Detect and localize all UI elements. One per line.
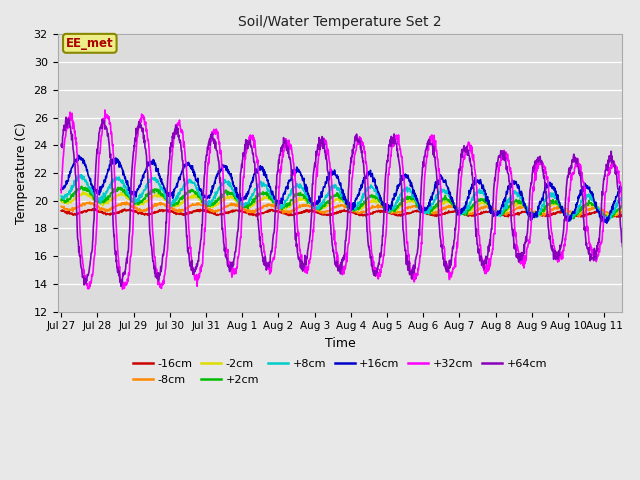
+32cm bbox=[124, 276, 132, 282]
+32cm bbox=[100, 119, 108, 124]
+16cm bbox=[307, 198, 315, 204]
-16cm bbox=[101, 211, 109, 216]
+32cm bbox=[318, 136, 326, 142]
-8cm bbox=[122, 199, 130, 205]
+32cm bbox=[101, 107, 109, 113]
-16cm bbox=[619, 211, 627, 217]
-16cm bbox=[89, 206, 97, 212]
+16cm bbox=[58, 187, 65, 192]
+32cm bbox=[378, 262, 385, 268]
+64cm bbox=[101, 126, 109, 132]
Line: +64cm: +64cm bbox=[61, 117, 623, 287]
+8cm bbox=[124, 190, 132, 196]
+64cm bbox=[308, 210, 316, 216]
-2cm bbox=[58, 197, 65, 203]
-8cm bbox=[619, 207, 627, 213]
+8cm bbox=[77, 172, 85, 178]
-2cm bbox=[307, 201, 315, 207]
+32cm bbox=[296, 247, 304, 252]
+32cm bbox=[308, 245, 316, 251]
Y-axis label: Temperature (C): Temperature (C) bbox=[15, 122, 28, 224]
+2cm bbox=[605, 217, 613, 223]
+16cm bbox=[75, 153, 83, 158]
+16cm bbox=[296, 169, 303, 175]
+32cm bbox=[119, 287, 127, 292]
+8cm bbox=[58, 193, 65, 199]
-16cm bbox=[377, 207, 385, 213]
+2cm bbox=[78, 183, 86, 189]
Line: -2cm: -2cm bbox=[61, 192, 623, 216]
+8cm bbox=[307, 202, 315, 208]
-2cm bbox=[296, 197, 303, 203]
+8cm bbox=[603, 218, 611, 224]
Title: Soil/Water Temperature Set 2: Soil/Water Temperature Set 2 bbox=[238, 15, 442, 29]
-2cm bbox=[79, 189, 86, 195]
-2cm bbox=[532, 214, 540, 219]
+2cm bbox=[296, 192, 303, 198]
-16cm bbox=[124, 207, 132, 213]
+64cm bbox=[378, 249, 385, 254]
-8cm bbox=[296, 202, 303, 208]
+2cm bbox=[101, 198, 109, 204]
+8cm bbox=[619, 192, 627, 198]
+8cm bbox=[377, 199, 385, 205]
-8cm bbox=[100, 208, 108, 214]
Line: -8cm: -8cm bbox=[61, 202, 623, 216]
-2cm bbox=[124, 193, 132, 199]
+2cm bbox=[317, 206, 325, 212]
-8cm bbox=[317, 210, 325, 216]
+64cm bbox=[58, 143, 65, 149]
-2cm bbox=[317, 205, 325, 211]
-2cm bbox=[619, 206, 627, 212]
-16cm bbox=[307, 208, 315, 214]
-16cm bbox=[296, 210, 303, 216]
-8cm bbox=[307, 204, 315, 209]
+2cm bbox=[124, 193, 132, 199]
+8cm bbox=[296, 182, 303, 188]
+2cm bbox=[377, 201, 385, 207]
+16cm bbox=[124, 181, 132, 187]
+64cm bbox=[117, 284, 125, 289]
+16cm bbox=[603, 220, 611, 226]
-16cm bbox=[617, 214, 625, 220]
Line: +16cm: +16cm bbox=[61, 156, 623, 223]
+16cm bbox=[101, 178, 109, 184]
+2cm bbox=[307, 200, 315, 206]
+64cm bbox=[619, 244, 627, 250]
+16cm bbox=[377, 195, 385, 201]
-8cm bbox=[377, 204, 385, 209]
+64cm bbox=[124, 249, 132, 255]
+16cm bbox=[317, 189, 325, 194]
+2cm bbox=[619, 203, 627, 208]
-16cm bbox=[317, 212, 325, 217]
X-axis label: Time: Time bbox=[324, 337, 355, 350]
Line: -16cm: -16cm bbox=[61, 209, 623, 217]
+32cm bbox=[619, 205, 627, 211]
+2cm bbox=[58, 198, 65, 204]
+64cm bbox=[318, 140, 326, 145]
-8cm bbox=[124, 201, 132, 207]
Line: +2cm: +2cm bbox=[61, 186, 623, 220]
+16cm bbox=[619, 187, 627, 193]
Line: +32cm: +32cm bbox=[61, 110, 623, 289]
-2cm bbox=[101, 200, 109, 205]
+32cm bbox=[58, 190, 65, 195]
-2cm bbox=[377, 201, 385, 207]
+8cm bbox=[101, 191, 109, 197]
Legend: -16cm, -8cm, -2cm, +2cm, +8cm, +16cm, +32cm, +64cm: -16cm, -8cm, -2cm, +2cm, +8cm, +16cm, +3… bbox=[128, 355, 552, 389]
Text: EE_met: EE_met bbox=[66, 37, 114, 50]
+64cm bbox=[296, 257, 304, 263]
-8cm bbox=[58, 204, 65, 209]
+64cm bbox=[62, 114, 70, 120]
-8cm bbox=[575, 213, 583, 219]
Line: +8cm: +8cm bbox=[61, 175, 623, 221]
+8cm bbox=[317, 200, 325, 206]
-16cm bbox=[58, 208, 65, 214]
